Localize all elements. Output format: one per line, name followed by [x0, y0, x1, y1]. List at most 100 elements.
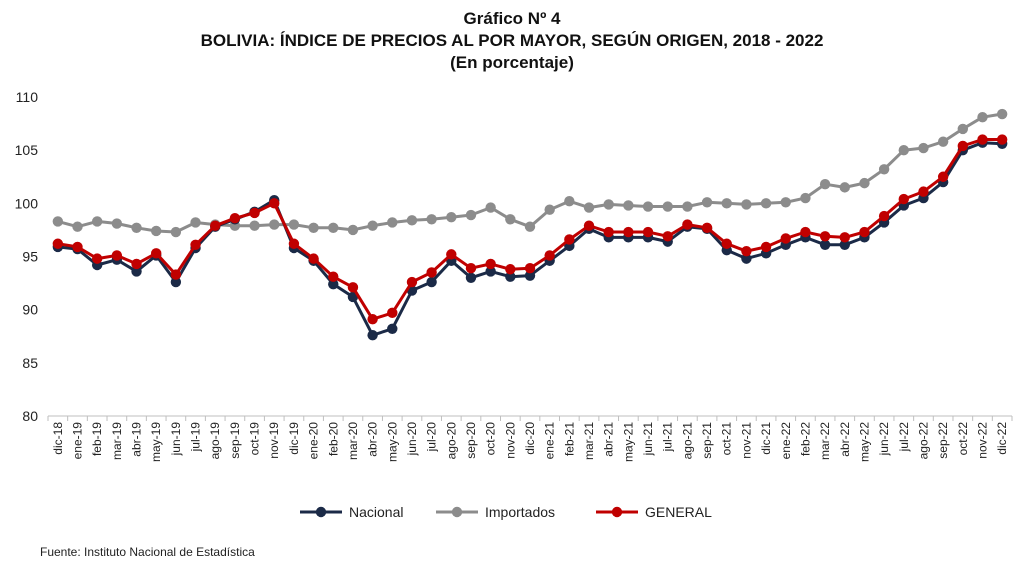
data-point-general [918, 186, 929, 197]
x-tick-label: jun-22 [877, 422, 891, 457]
data-point-general [170, 269, 182, 280]
source-note: Fuente: Instituto Nacional de Estadístic… [40, 545, 255, 559]
data-point-general [446, 249, 457, 260]
data-point-importados [387, 217, 398, 228]
data-point-general [505, 264, 516, 275]
data-point-general [701, 222, 713, 233]
data-point-general [249, 207, 260, 219]
y-tick-label: 90 [22, 302, 38, 318]
x-tick-label: sep-19 [228, 422, 242, 459]
data-point-general [308, 253, 319, 264]
x-tick-label: may-19 [149, 422, 163, 462]
chart-title: Gráfico Nº 4 [463, 9, 561, 28]
x-tick-label: feb-19 [90, 422, 104, 456]
data-point-nacional [465, 272, 477, 283]
data-point-importados [465, 209, 477, 221]
data-point-importados [780, 197, 791, 208]
data-point-general [426, 267, 437, 278]
data-point-nacional [741, 253, 752, 264]
x-tick-label: oct-20 [484, 422, 498, 456]
x-tick-label: oct-22 [956, 422, 970, 456]
legend-marker-nacional [315, 506, 327, 518]
data-point-nacional [505, 271, 516, 282]
data-point-general [977, 134, 988, 145]
legend-label-general: GENERAL [645, 504, 712, 520]
data-point-general [72, 241, 83, 253]
data-point-general [544, 250, 555, 261]
data-point-importados [859, 177, 870, 189]
data-point-general [839, 232, 850, 243]
data-point-nacional [170, 276, 182, 288]
y-tick-label: 85 [22, 355, 38, 371]
data-point-nacional [485, 266, 496, 277]
data-point-general [288, 238, 300, 249]
data-point-nacional [387, 323, 398, 335]
data-point-general [603, 226, 614, 238]
data-point-importados [682, 201, 693, 212]
data-point-importados [524, 221, 536, 232]
data-point-importados [623, 200, 634, 211]
data-point-general [564, 234, 575, 245]
x-tick-label: mar-19 [110, 422, 124, 460]
line-chart: 80 85 90 95 100 105 110 dic-18 ene-19 feb-19 mar-1… [15, 89, 1013, 520]
data-point-general [210, 220, 221, 231]
data-point-general [465, 262, 477, 274]
data-point-general [151, 248, 162, 259]
data-point-importados [308, 222, 319, 233]
data-point-importados [288, 219, 300, 230]
legend-marker-general [611, 506, 623, 518]
data-point-importados [996, 108, 1008, 120]
data-point-general [131, 258, 142, 270]
y-tick-label: 105 [15, 142, 39, 158]
x-tick-label: oct-19 [248, 422, 262, 456]
data-point-importados [642, 201, 654, 212]
y-tick-label: 80 [22, 408, 38, 424]
data-point-importados [347, 224, 359, 236]
data-point-importados [544, 204, 555, 215]
data-point-general [878, 210, 890, 222]
data-point-general [190, 239, 201, 251]
x-tick-label: nov-22 [975, 422, 989, 459]
data-point-importados [485, 202, 496, 213]
data-point-importados [603, 199, 614, 210]
data-point-importados [839, 182, 850, 193]
data-point-general [485, 258, 496, 270]
data-point-general [583, 220, 595, 231]
data-point-general [937, 171, 949, 182]
data-point-importados [52, 216, 64, 227]
data-point-nacional [819, 239, 831, 251]
x-tick-label: oct-21 [720, 422, 734, 456]
data-point-importados [91, 216, 103, 227]
y-tick-label: 100 [15, 195, 39, 211]
x-tick-label: ago-20 [444, 422, 458, 460]
data-point-general [111, 250, 123, 261]
chart-unit-label: (En porcentaje) [450, 53, 574, 72]
chart-subtitle: BOLIVIA: ÍNDICE DE PRECIOS AL POR MAYOR,… [200, 31, 824, 50]
data-point-general [229, 213, 241, 224]
x-tick-label: sep-21 [700, 422, 714, 459]
x-tick-label: jun-21 [641, 422, 655, 457]
data-point-importados [505, 214, 516, 225]
data-point-general [91, 253, 103, 264]
data-point-general [800, 226, 811, 238]
x-tick-label: mar-21 [582, 422, 596, 460]
x-tick-label: feb-20 [326, 422, 340, 456]
data-point-general [819, 231, 831, 242]
x-tick-label: jul-22 [897, 422, 911, 453]
x-tick-label: dic-22 [995, 422, 1009, 455]
x-tick-label: mar-22 [818, 422, 832, 460]
x-tick-label: mar-20 [346, 422, 360, 460]
x-tick-label: feb-21 [562, 422, 576, 456]
legend-label-nacional: Nacional [349, 504, 403, 520]
data-point-importados [249, 220, 260, 231]
data-point-general [662, 231, 673, 242]
data-point-importados [918, 142, 929, 154]
x-tick-label: ago-19 [208, 422, 222, 460]
data-point-general [760, 241, 772, 253]
data-point-general [328, 271, 339, 282]
data-point-nacional [131, 266, 142, 277]
data-point-general [682, 219, 693, 230]
x-tick-label: may-20 [385, 422, 399, 462]
data-point-importados [977, 112, 988, 123]
data-point-nacional [367, 329, 378, 341]
